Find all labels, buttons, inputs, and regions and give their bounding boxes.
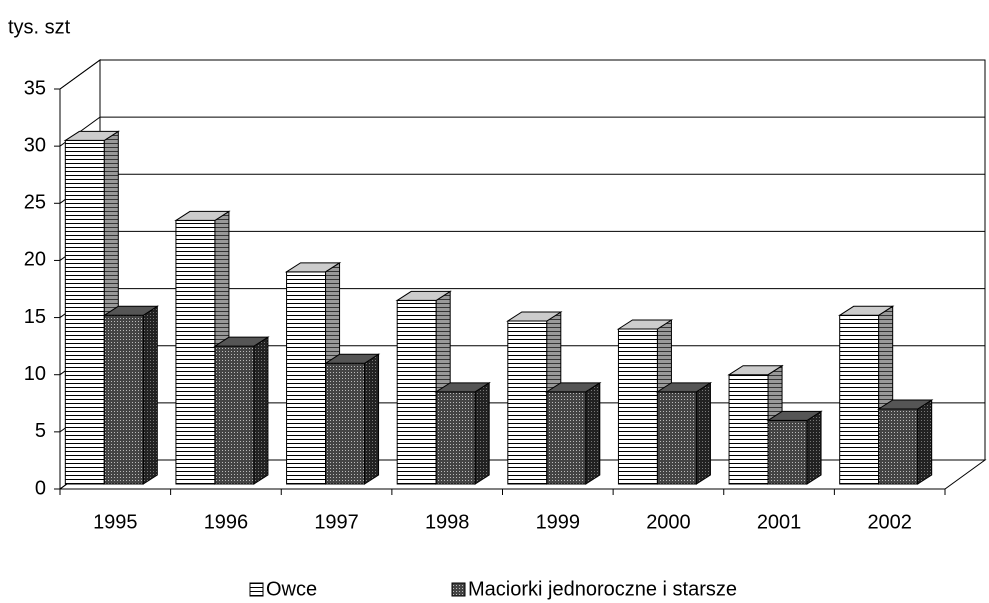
legend-label: Maciorki jednoroczne i starsze	[468, 578, 737, 600]
y-tick-label: 30	[24, 134, 46, 156]
x-tick-label: 2002	[867, 511, 912, 533]
y-tick-label: 25	[24, 192, 46, 214]
bar-front	[507, 320, 548, 485]
legend-label: Owce	[266, 578, 317, 600]
bar-top	[837, 305, 895, 316]
x-tick-label: 2001	[757, 511, 802, 533]
bar	[545, 381, 602, 485]
bar-front	[325, 362, 366, 485]
bar	[213, 336, 270, 485]
legend-swatch	[249, 582, 264, 597]
bar-side	[474, 381, 490, 485]
x-tick-label: 1997	[314, 511, 359, 533]
bar-top	[545, 382, 602, 393]
grid-line	[59, 59, 985, 90]
bar	[876, 399, 934, 485]
bar-top	[174, 210, 231, 221]
y-tick-label: 20	[24, 249, 46, 271]
bar	[766, 410, 823, 485]
bar-front	[214, 345, 255, 485]
bar-front	[64, 139, 105, 485]
bar-side	[142, 305, 158, 485]
bar-side	[253, 336, 269, 485]
bar-side	[364, 353, 380, 485]
bar	[102, 305, 160, 485]
y-tick-label: 15	[24, 306, 46, 328]
bar-top	[213, 336, 270, 347]
bar-top	[434, 382, 491, 393]
bar-side	[585, 381, 601, 485]
bar-top	[727, 365, 784, 376]
bar-top	[284, 262, 342, 273]
x-tick-label: 2000	[646, 511, 691, 533]
x-tick-label: 1998	[425, 511, 470, 533]
bar-front	[435, 391, 476, 485]
bar-front	[656, 391, 697, 485]
bar-front	[396, 299, 437, 485]
bar-front	[103, 314, 144, 485]
bar	[174, 210, 231, 485]
bar-top	[395, 290, 452, 301]
bar-top	[323, 353, 381, 364]
bar-top	[616, 319, 674, 330]
bar-front	[728, 374, 769, 485]
y-tick-label: 10	[24, 363, 46, 385]
bar-front	[286, 271, 327, 485]
bar	[323, 353, 381, 485]
bar-side	[806, 410, 822, 485]
x-tick-label: 1996	[204, 511, 249, 533]
y-tick-label: 0	[35, 477, 46, 499]
bar-side	[695, 381, 711, 485]
bar-top	[766, 410, 823, 421]
bar-top	[876, 399, 934, 410]
y-tick-label: 35	[24, 77, 46, 99]
bar	[655, 381, 713, 485]
bar-top	[506, 311, 563, 322]
bar-front	[617, 328, 658, 485]
bar-front	[546, 391, 587, 485]
bar-side	[917, 399, 933, 485]
x-tick-label: 1999	[536, 511, 581, 533]
x-tick-label: 1995	[93, 511, 138, 533]
y-axis-label: tys. szt	[8, 16, 71, 38]
y-tick-label: 5	[35, 420, 46, 442]
bar-front	[878, 408, 919, 485]
bar-top	[655, 382, 713, 393]
bar	[434, 381, 491, 485]
bar-top	[63, 130, 121, 141]
bar-front	[767, 419, 808, 485]
bar-top	[102, 305, 160, 316]
bar-front	[839, 314, 880, 485]
legend-swatch	[451, 582, 466, 597]
bar-front	[175, 219, 216, 485]
